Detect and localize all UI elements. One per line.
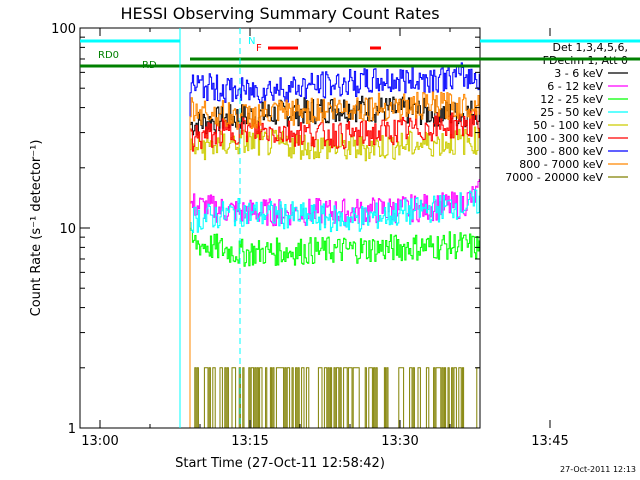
series-line-5 [189,109,480,428]
x-tick-label-3: 13:45 [531,434,568,449]
x-axis-label: Start Time (27-Oct-11 12:58:42) [175,456,385,471]
legend-label-0: 3 - 6 keV [554,67,603,80]
series-line-2 [189,227,480,428]
y-tick-label-0: 1 [68,422,76,437]
legend-label-2: 12 - 25 keV [540,93,603,106]
series-layer [189,62,480,428]
legend-label-5: 100 - 300 keV [526,132,603,145]
y-axis-label: Count Rate (s⁻¹ detector⁻¹) [29,140,44,317]
series-line-3 [189,189,480,428]
series-line-4 [189,126,480,428]
chart-title: HESSI Observing Summary Count Rates [120,4,439,23]
flag-f-label: F [256,43,262,54]
generation-timestamp: 27-Oct-2011 12:13 [560,465,636,474]
y-axis: 1 10 100 [51,22,480,437]
series-line-7 [189,91,480,428]
legend-label-7: 800 - 7000 keV [519,158,603,171]
y-tick-label-2: 100 [51,22,76,37]
flag-rd0-label: RD0 [98,50,119,61]
flag-markers: N RD0 RD F [80,28,640,428]
legend-label-3: 25 - 50 keV [540,106,603,119]
x-tick-label-1: 13:15 [231,434,268,449]
x-tick-label-2: 13:30 [381,434,418,449]
x-tick-label-0: 13:00 [81,434,118,449]
series-line-8 [190,367,480,428]
legend-label-6: 300 - 800 keV [526,145,603,158]
flag-rd-label: RD [142,60,157,71]
legend-label-1: 6 - 12 keV [547,80,603,93]
flag-n-label: N [248,36,255,47]
legend-header-1: Det 1,3,4,5,6, [552,41,628,54]
legend-label-8: 7000 - 20000 keV [505,171,603,184]
y-tick-label-1: 10 [59,222,76,237]
series-line-6 [189,62,480,428]
series-line-1 [189,179,480,428]
legend-label-4: 50 - 100 keV [533,119,603,132]
legend: Det 1,3,4,5,6, FDecim 1, Att 0 3 - 6 keV… [505,41,628,184]
